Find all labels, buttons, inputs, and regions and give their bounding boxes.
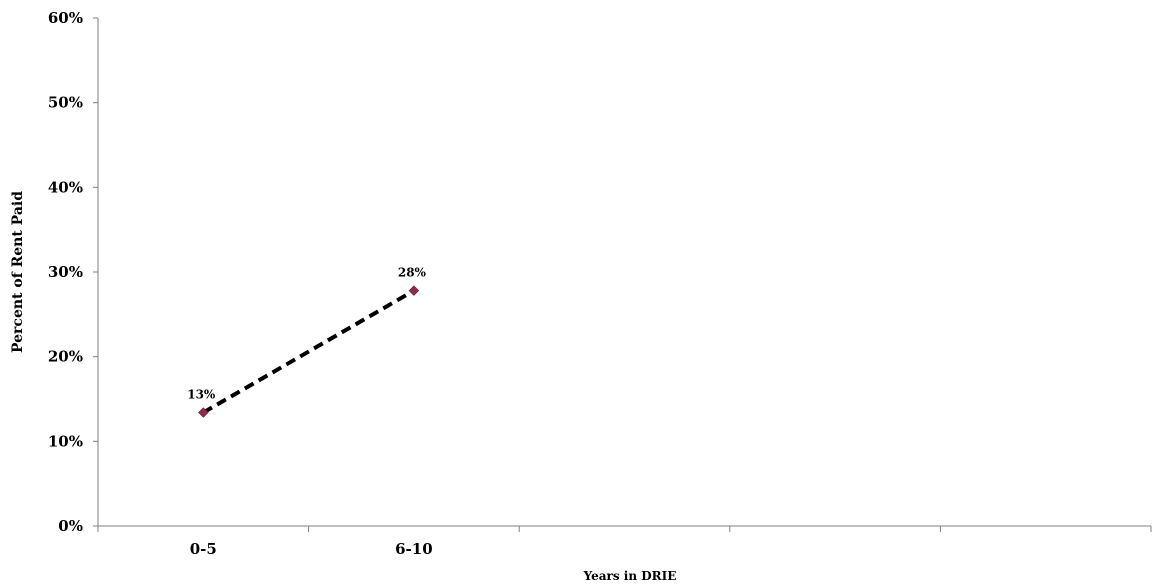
data-point [197,407,209,418]
data-label: 13% [187,388,216,402]
data-point [408,285,420,296]
y-tick-label: 40% [48,178,83,196]
x-tick-label: 6-10 [395,540,433,558]
y-tick-label: 10% [48,432,83,450]
y-tick-label: 0% [58,517,83,535]
x-tick-label: 0-5 [190,540,217,558]
y-axis: 0% 10% 20% 30% 40% 50% 60% [48,9,99,535]
series-line [202,288,415,415]
x-axis: 0-5 6-10 [97,525,1152,558]
data-label: 28% [398,266,427,280]
y-tick-label: 60% [48,9,83,27]
y-tick-label: 50% [48,94,83,112]
series-layer: 13% 28% [187,266,427,418]
y-tick-label: 30% [48,263,83,281]
y-tick-label: 20% [48,348,83,366]
x-axis-title: Years in DRIE [583,569,677,583]
y-axis-title: Percent of Rent Paid [10,191,26,353]
